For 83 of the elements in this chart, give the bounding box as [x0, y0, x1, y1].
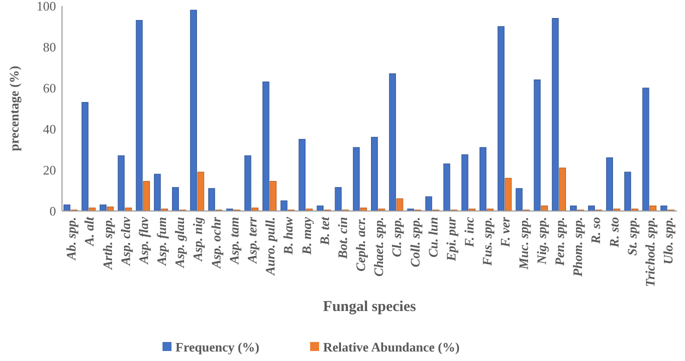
bar	[154, 174, 161, 212]
bar	[64, 204, 70, 212]
x-tick-label: Ab. spp.	[64, 217, 79, 261]
bar	[82, 102, 88, 212]
x-tick-label: F. inc	[462, 216, 477, 248]
bar	[480, 147, 486, 212]
bar	[371, 136, 378, 212]
legend-label: Relative Abundance (%)	[323, 340, 460, 355]
bar	[334, 187, 342, 212]
bar	[172, 187, 179, 212]
bar	[461, 154, 468, 212]
bar	[100, 204, 107, 212]
x-tick-label: A. alt	[82, 216, 97, 247]
bar	[534, 80, 541, 212]
x-tick-label: Asp. clav	[118, 216, 133, 266]
x-tick-label: Nig. spp.	[534, 217, 549, 266]
bar	[552, 18, 559, 212]
bar	[208, 188, 216, 212]
bar	[624, 172, 632, 212]
bar	[118, 155, 125, 212]
bar	[262, 82, 270, 212]
bar	[588, 206, 595, 212]
bar	[498, 26, 504, 212]
x-tick-label: Asp. ochr	[208, 216, 224, 270]
bar	[642, 88, 650, 212]
x-tick-label: Ceph. acr.	[353, 217, 368, 272]
x-tick-label: F. ver	[498, 216, 513, 248]
bar	[143, 180, 150, 212]
bar	[352, 147, 360, 212]
x-tick-label: Asp. nig	[190, 216, 206, 262]
x-tick-label: Chaet. spp.	[371, 217, 386, 277]
y-axis-title: precentage (%)	[6, 66, 22, 152]
x-tick-label: Epi. pur	[443, 216, 458, 262]
bar	[443, 164, 450, 212]
bar	[190, 10, 197, 212]
x-axis-title: Fungal species	[323, 299, 416, 315]
x-tick-label: B. may	[298, 216, 314, 256]
x-tick-label: B. haw	[280, 216, 296, 256]
x-tick-label: Ulo. spp.	[660, 217, 676, 264]
bar	[541, 206, 548, 212]
x-tick-label: Bot. cin	[334, 217, 350, 260]
bar	[389, 73, 396, 212]
x-tick-label: B. tet	[316, 216, 332, 246]
x-tick-label: Asp. terr	[244, 216, 260, 264]
bar	[425, 196, 432, 212]
x-tick-label: R. so	[588, 216, 604, 245]
x-tick-label: Auro. pull.	[262, 217, 278, 276]
y-tick-label: 80	[43, 40, 56, 55]
bar	[197, 172, 204, 212]
bar	[244, 155, 252, 212]
bar	[298, 138, 306, 212]
bar	[559, 168, 566, 212]
y-tick-label: 40	[43, 122, 56, 137]
x-tick-label: Asp. glau	[172, 217, 188, 269]
bar	[504, 178, 512, 212]
x-tick-label: Asp. fum	[154, 217, 170, 266]
x-tick-label: Asp. flav	[136, 216, 151, 265]
bar	[606, 157, 613, 212]
x-tick-label: Asp. tam	[226, 217, 242, 265]
x-tick-label: Muc. spp.	[516, 217, 531, 270]
x-tick-label: Cu. lun	[425, 217, 440, 258]
x-tick-label: Phom. spp.	[570, 217, 586, 277]
bar	[270, 180, 277, 212]
bar	[570, 206, 577, 212]
legend-label: Frequency (%)	[176, 340, 260, 355]
bar	[516, 188, 523, 212]
x-tick-label: Arth. spp.	[100, 217, 115, 270]
x-tick-label: R. sto	[606, 216, 622, 248]
y-tick-label: 60	[43, 80, 56, 96]
y-tick-label: 20	[43, 162, 56, 178]
x-tick-label: St. spp.	[624, 217, 640, 256]
bar	[280, 200, 288, 212]
y-tick-label: 100	[36, 0, 56, 14]
x-tick-label: Pen. spp.	[552, 217, 567, 266]
bar	[316, 206, 324, 212]
x-tick-label: Trichod. spp.	[642, 217, 658, 287]
x-tick-label: Fus. spp.	[480, 217, 495, 267]
y-tick-label: 0	[50, 204, 56, 219]
x-tick-label: Coll. spp.	[407, 217, 422, 268]
bar	[660, 206, 668, 212]
bar	[650, 206, 656, 212]
bar	[136, 20, 143, 212]
x-tick-label: Cl. spp.	[389, 217, 404, 258]
